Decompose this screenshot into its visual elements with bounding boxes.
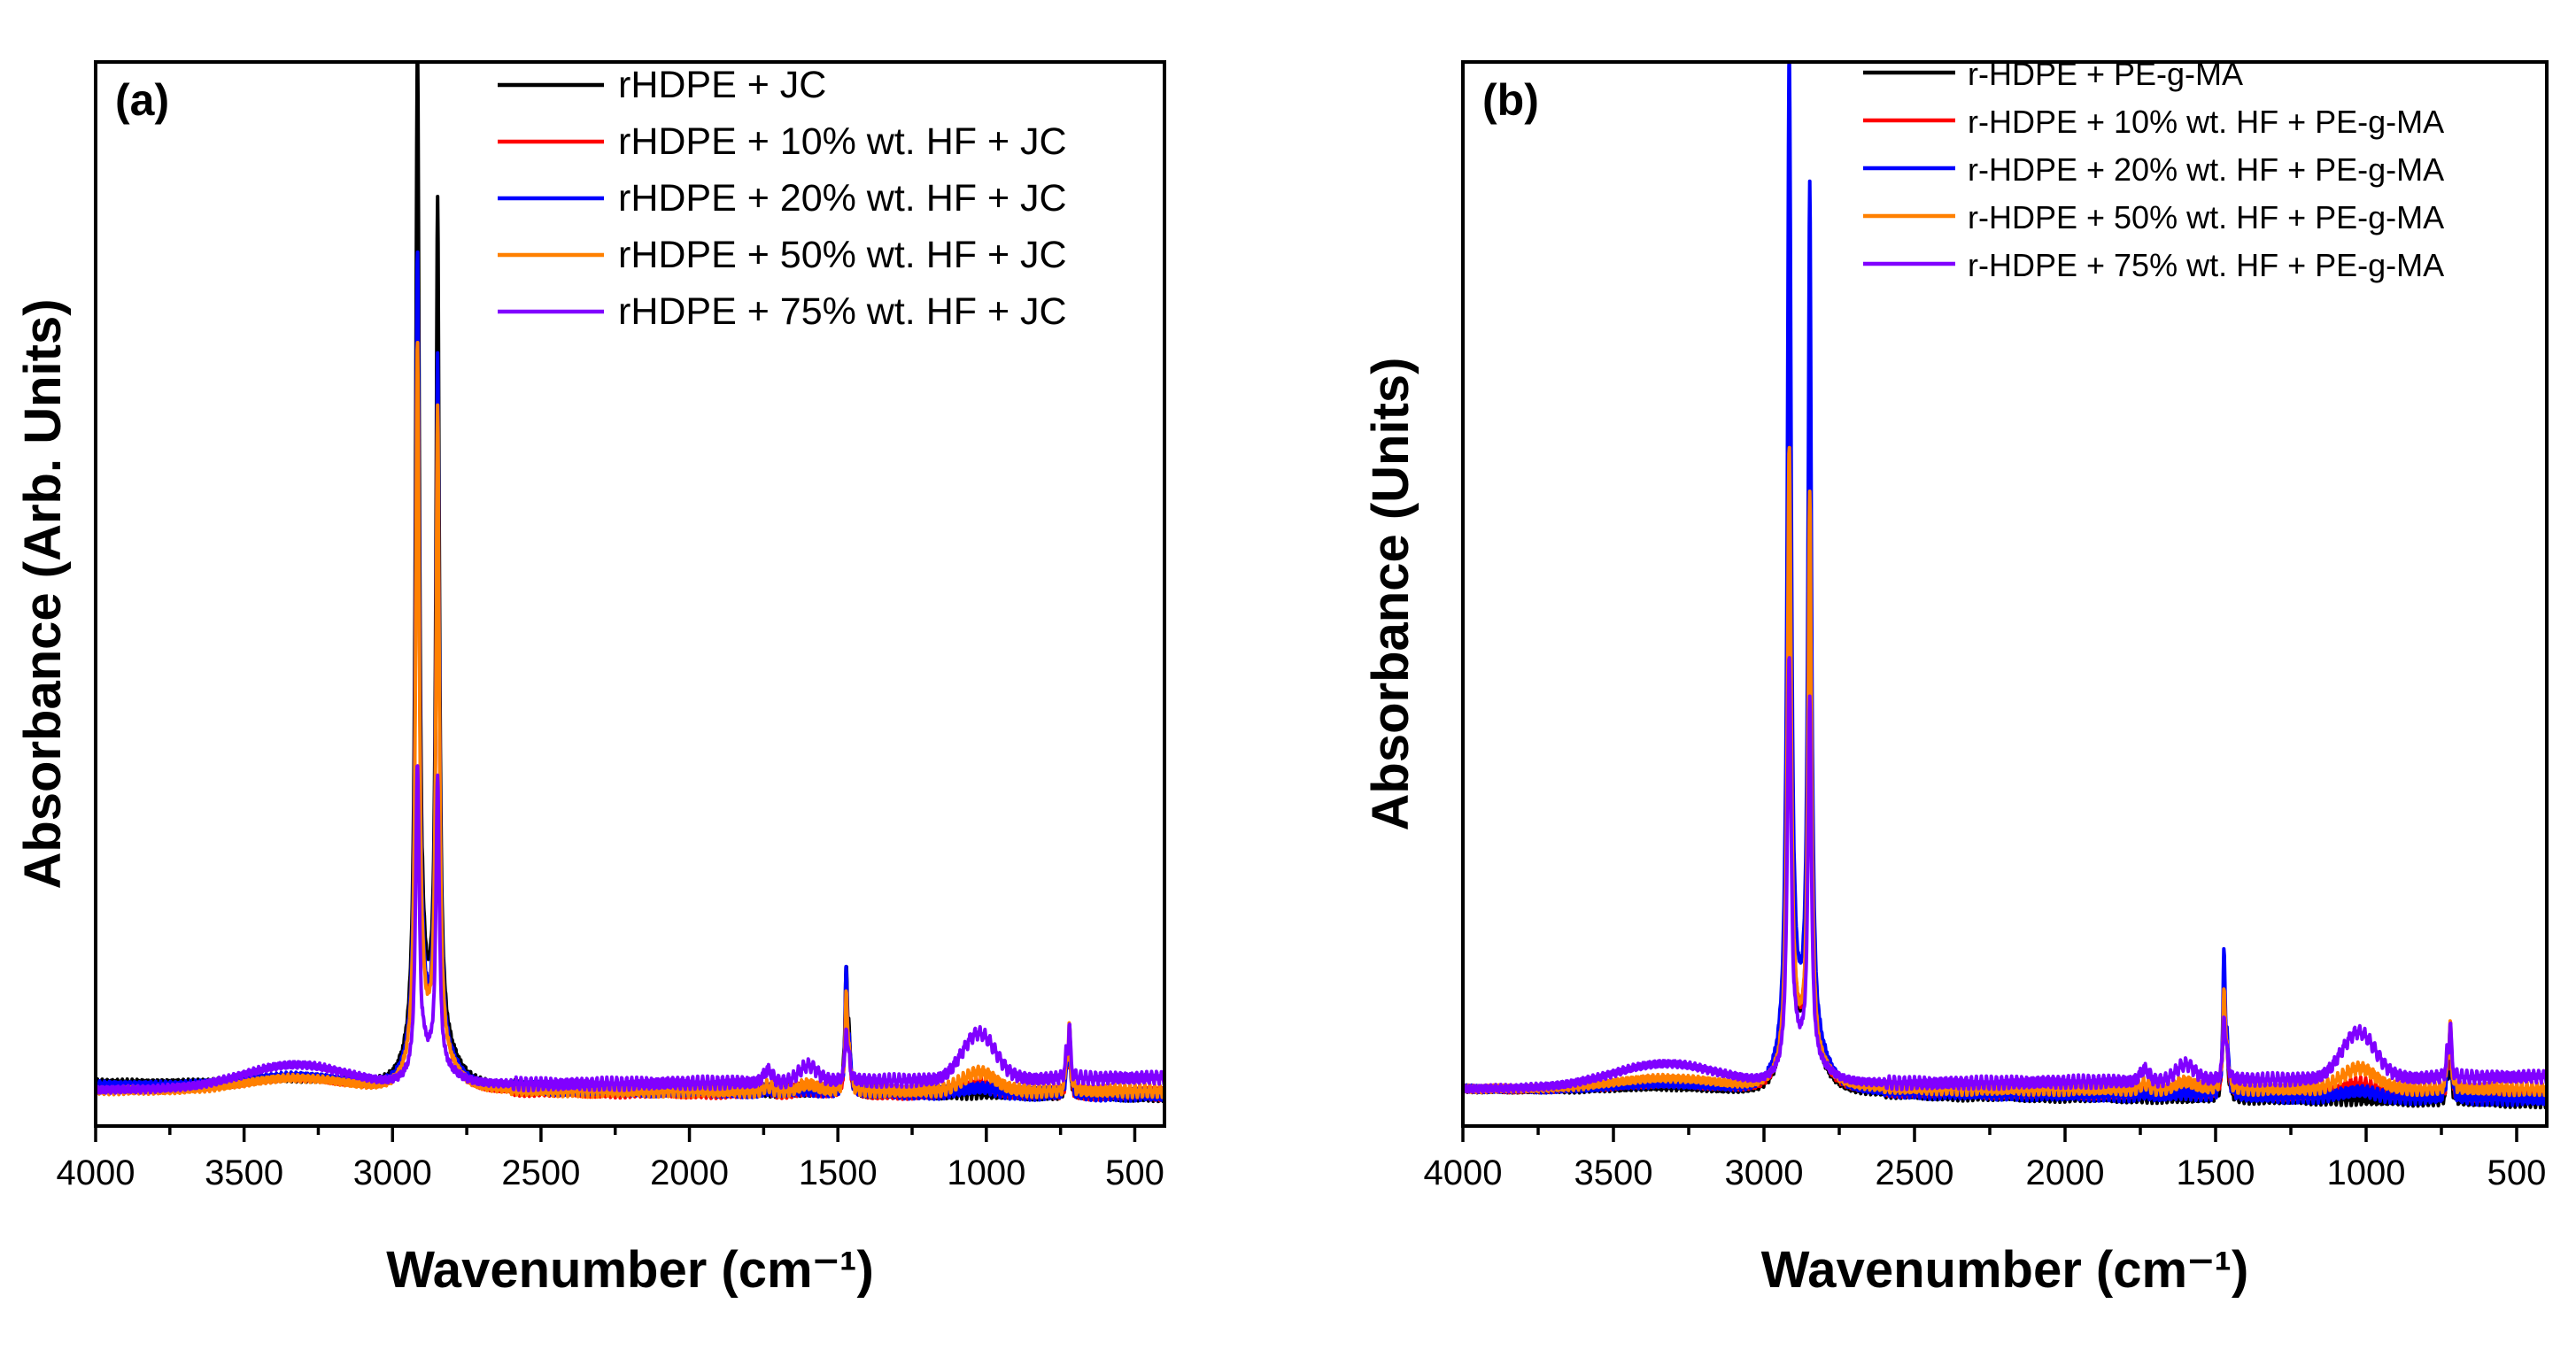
x-tick-label: 1500	[799, 1153, 878, 1192]
y-axis-title: Absorbance (Units)	[1362, 358, 1420, 831]
series-line-2	[96, 250, 1164, 1103]
panel-b: 4000 3500 3000 2500 2000 1500 1000 500 Wavenumbe…	[1362, 56, 2549, 1299]
x-tick-label: 2500	[501, 1153, 580, 1192]
series-group	[1463, 62, 2547, 1110]
legend-label: rHDPE + 10% wt. HF + JC	[618, 120, 1067, 163]
series-line-4	[96, 764, 1164, 1095]
legend-label: r-HDPE + 50% wt. HF + PE-g-MA	[1968, 199, 2444, 235]
x-tick-label: 1000	[2327, 1153, 2406, 1192]
series-group	[96, 62, 1164, 1104]
x-tick-label: 1000	[947, 1153, 1025, 1192]
x-tick-label: 2000	[2026, 1153, 2105, 1192]
legend-label: rHDPE + 75% wt. HF + JC	[618, 290, 1067, 333]
series-line-3	[1463, 445, 2547, 1098]
legend-label: r-HDPE + 10% wt. HF + PE-g-MA	[1968, 104, 2444, 140]
series-line-1	[96, 274, 1164, 1103]
panel-a: 4000 3500 3000 2500 2000 1500 1000 500 Wavenumbe…	[14, 60, 1166, 1299]
x-tick-label: 3000	[1725, 1153, 1804, 1192]
x-tick-label: 3500	[205, 1153, 283, 1192]
x-tick-label: 500	[2487, 1153, 2547, 1192]
series-line-1	[1463, 424, 2547, 1104]
legend-label: rHDPE + 50% wt. HF + JC	[618, 234, 1067, 276]
x-tick-label: 3000	[353, 1153, 432, 1192]
x-tick-label: 2000	[650, 1153, 729, 1192]
legend: rHDPE + JC rHDPE + 10% wt. HF + JC rHDPE +…	[498, 64, 1067, 333]
y-axis-title: Absorbance (Arb. Units)	[14, 298, 72, 889]
x-axis-title: Wavenumber (cm⁻¹)	[1761, 1241, 2249, 1299]
legend-label: r-HDPE + 20% wt. HF + PE-g-MA	[1968, 151, 2444, 188]
series-line-0	[1463, 446, 2547, 1110]
x-tick-label: 500	[1105, 1153, 1164, 1192]
legend-label: rHDPE + JC	[618, 64, 826, 106]
panel-label: (a)	[115, 75, 169, 125]
panel-label: (b)	[1482, 75, 1539, 125]
legend-label: rHDPE + 20% wt. HF + JC	[618, 177, 1067, 220]
x-tick-label: 3500	[1574, 1153, 1653, 1192]
legend-label: r-HDPE + 75% wt. HF + PE-g-MA	[1968, 247, 2444, 283]
plot-frame	[1461, 60, 2549, 1128]
series-line-3	[96, 341, 1164, 1099]
series-line-4	[1463, 656, 2547, 1094]
x-tick-label: 4000	[57, 1153, 135, 1192]
legend: r-HDPE + PE-g-MA r-HDPE + 10% wt. HF + PE…	[1863, 56, 2444, 283]
legend-label: r-HDPE + PE-g-MA	[1968, 56, 2243, 92]
plot-frame	[94, 60, 1166, 1128]
x-tick-label: 4000	[1424, 1153, 1503, 1192]
x-tick-label: 2500	[1876, 1153, 1954, 1192]
x-axis-title: Wavenumber (cm⁻¹)	[386, 1241, 874, 1299]
x-tick-label: 1500	[2177, 1153, 2255, 1192]
